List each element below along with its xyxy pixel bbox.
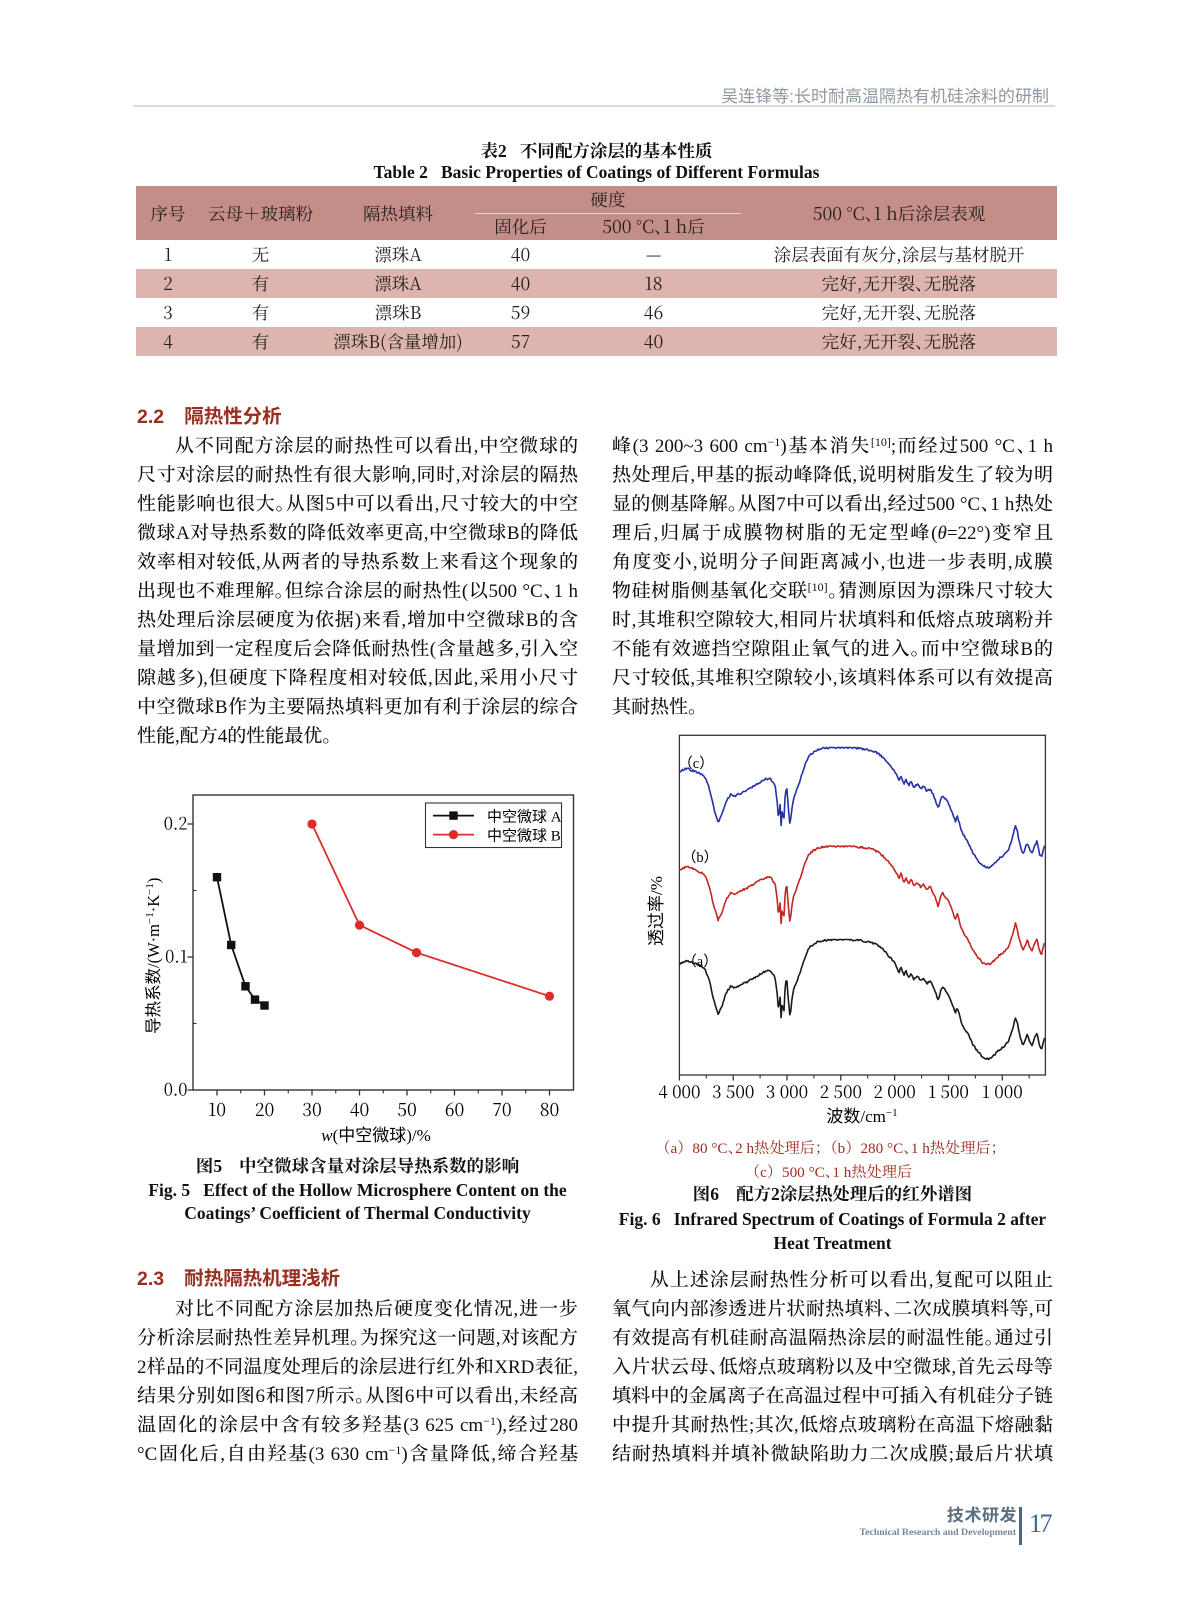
svg-text:中空微球 B: 中空微球 B: [487, 828, 561, 845]
svg-text:0.1: 0.1: [165, 944, 188, 968]
svg-text:波数/cm−1: 波数/cm−1: [826, 1107, 897, 1126]
svg-text:60: 60: [445, 1097, 465, 1122]
svg-text:w(中空微球)/%: w(中空微球)/%: [321, 1126, 431, 1145]
svg-text:1 000: 1 000: [982, 1078, 1023, 1103]
svg-text:（b）: （b）: [682, 849, 718, 866]
svg-text:导热系数/(W·m−1·K−1): 导热系数/(W·m−1·K−1): [144, 878, 163, 1034]
svg-text:3 500: 3 500: [712, 1078, 754, 1103]
svg-text:透过率/%: 透过率/%: [647, 876, 666, 946]
svg-text:4 000: 4 000: [658, 1078, 700, 1103]
svg-text:50: 50: [397, 1097, 417, 1122]
svg-text:（a）: （a）: [682, 953, 717, 970]
svg-text:0.0: 0.0: [164, 1077, 188, 1101]
svg-text:中空微球 A: 中空微球 A: [487, 809, 562, 826]
svg-text:0.2: 0.2: [164, 811, 188, 835]
svg-text:40: 40: [350, 1097, 369, 1122]
svg-text:30: 30: [302, 1097, 322, 1122]
svg-text:80: 80: [540, 1097, 560, 1122]
svg-text:70: 70: [492, 1097, 511, 1122]
svg-text:2 000: 2 000: [873, 1078, 915, 1103]
svg-text:1 500: 1 500: [928, 1078, 969, 1103]
svg-text:20: 20: [255, 1097, 275, 1122]
svg-text:（c）: （c）: [678, 755, 713, 772]
svg-text:2 500: 2 500: [820, 1078, 862, 1103]
svg-text:10: 10: [208, 1097, 226, 1122]
svg-text:3 000: 3 000: [766, 1078, 808, 1103]
